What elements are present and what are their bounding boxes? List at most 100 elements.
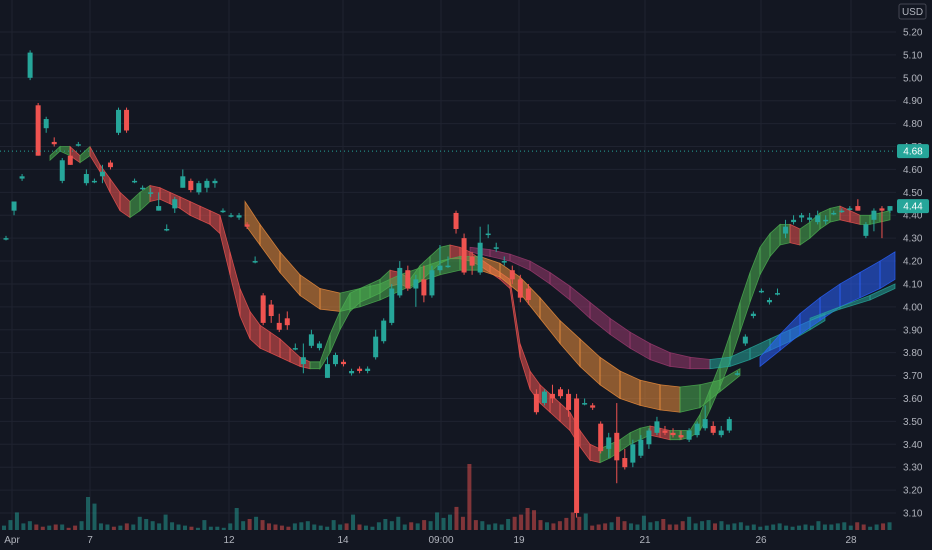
volume-bar	[448, 514, 452, 530]
volume-bar	[383, 519, 388, 530]
x-tick-label: 09:00	[428, 535, 453, 546]
candle-body	[220, 210, 226, 213]
volume-bar	[473, 520, 478, 530]
candle-body	[750, 313, 756, 317]
volume-bar	[667, 524, 672, 530]
volume-bar	[441, 517, 446, 530]
candle-body	[686, 430, 692, 440]
y-tick-label: 4.60	[903, 165, 923, 176]
candle-body	[734, 373, 740, 375]
candle-body	[83, 174, 89, 184]
x-tick-label: Apr	[4, 535, 20, 546]
volume-bar	[98, 523, 103, 530]
y-tick-label: 3.70	[903, 371, 923, 382]
volume-bar	[881, 523, 886, 530]
volume-bar	[480, 521, 485, 530]
candle-body	[630, 444, 636, 463]
candle-body	[598, 423, 604, 452]
candle-body	[107, 162, 113, 168]
volume-bar	[14, 512, 19, 530]
volume-bar	[790, 526, 795, 530]
volume-bar	[34, 524, 39, 530]
volume-bar	[73, 525, 78, 530]
candle-body	[582, 403, 588, 405]
volume-bar	[92, 503, 97, 530]
x-tick-label: 21	[639, 535, 651, 546]
candle-body	[252, 261, 258, 263]
volume-bar	[467, 464, 472, 530]
currency-label[interactable]: USD	[898, 3, 927, 20]
candle-body	[132, 180, 138, 183]
volume-bar	[758, 526, 763, 530]
volume-bar	[435, 512, 440, 530]
currency-text: USD	[902, 7, 923, 18]
volume-bar	[532, 510, 537, 530]
volume-bar	[351, 514, 356, 530]
volume-bar	[325, 526, 330, 530]
candle-body	[196, 183, 202, 193]
volume-bar	[370, 526, 375, 530]
volume-bar	[616, 516, 621, 530]
volume-bar	[719, 521, 724, 530]
candle-body	[244, 224, 250, 227]
volume-bar	[27, 521, 32, 530]
candle-body	[509, 270, 515, 280]
price-axis[interactable]: 5.205.105.004.904.804.704.604.504.404.30…	[897, 28, 929, 520]
price-badge	[897, 199, 929, 214]
volume-bar	[654, 521, 659, 530]
price-badge-label: 4.68	[903, 147, 923, 158]
volume-bar	[887, 522, 892, 530]
candle-body	[831, 212, 837, 215]
x-tick-label: 19	[513, 535, 525, 546]
price-badge-label: 4.44	[903, 202, 923, 213]
ribbon-segment	[879, 251, 896, 290]
candle-body	[477, 242, 483, 273]
y-tick-label: 3.30	[903, 463, 923, 474]
volume-bar	[861, 524, 866, 530]
candle-body	[332, 354, 338, 365]
volume-bar	[687, 516, 692, 530]
volume-bar	[506, 519, 511, 530]
volume-bar	[428, 521, 433, 530]
y-tick-label: 4.40	[903, 211, 923, 222]
volume-bar	[771, 524, 776, 530]
candle-body	[839, 210, 845, 213]
volume-bar	[784, 525, 789, 530]
candle-body	[590, 405, 596, 408]
volume-bar	[137, 516, 142, 530]
candle-body	[140, 187, 146, 190]
volume-bar	[583, 513, 588, 530]
volume-bar	[163, 514, 168, 530]
volume-bar	[499, 524, 504, 530]
candle-body	[405, 270, 411, 289]
candle-body	[172, 199, 178, 209]
candle-body	[316, 343, 322, 349]
volume-bar	[396, 516, 401, 530]
candle-body	[188, 180, 194, 191]
volume-bar	[551, 523, 556, 530]
volume-bar	[221, 527, 226, 530]
volume-bar	[279, 525, 284, 530]
y-tick-label: 3.20	[903, 486, 923, 497]
time-axis[interactable]: Apr 7 12 14 09:00 19 21 26 28	[4, 535, 857, 546]
volume-bar	[318, 525, 323, 530]
y-tick-label: 4.10	[903, 279, 923, 290]
volume-bar	[519, 514, 524, 530]
candle-body	[662, 430, 668, 433]
ribbon-segment	[679, 384, 701, 413]
volume-bar	[454, 506, 459, 530]
ribbon-segment	[309, 361, 321, 370]
volume-bar	[170, 522, 175, 530]
volume-bar	[202, 520, 207, 530]
candle-body	[541, 391, 547, 404]
volume-bar	[247, 519, 252, 530]
volume-bar	[273, 524, 278, 530]
volume-bar	[150, 521, 155, 530]
candle-body	[3, 238, 9, 240]
volume-bar	[40, 526, 45, 530]
volume-bar	[590, 525, 595, 530]
volume-bar	[267, 523, 272, 530]
volume-bar	[855, 522, 860, 530]
volume-bar	[648, 522, 653, 530]
